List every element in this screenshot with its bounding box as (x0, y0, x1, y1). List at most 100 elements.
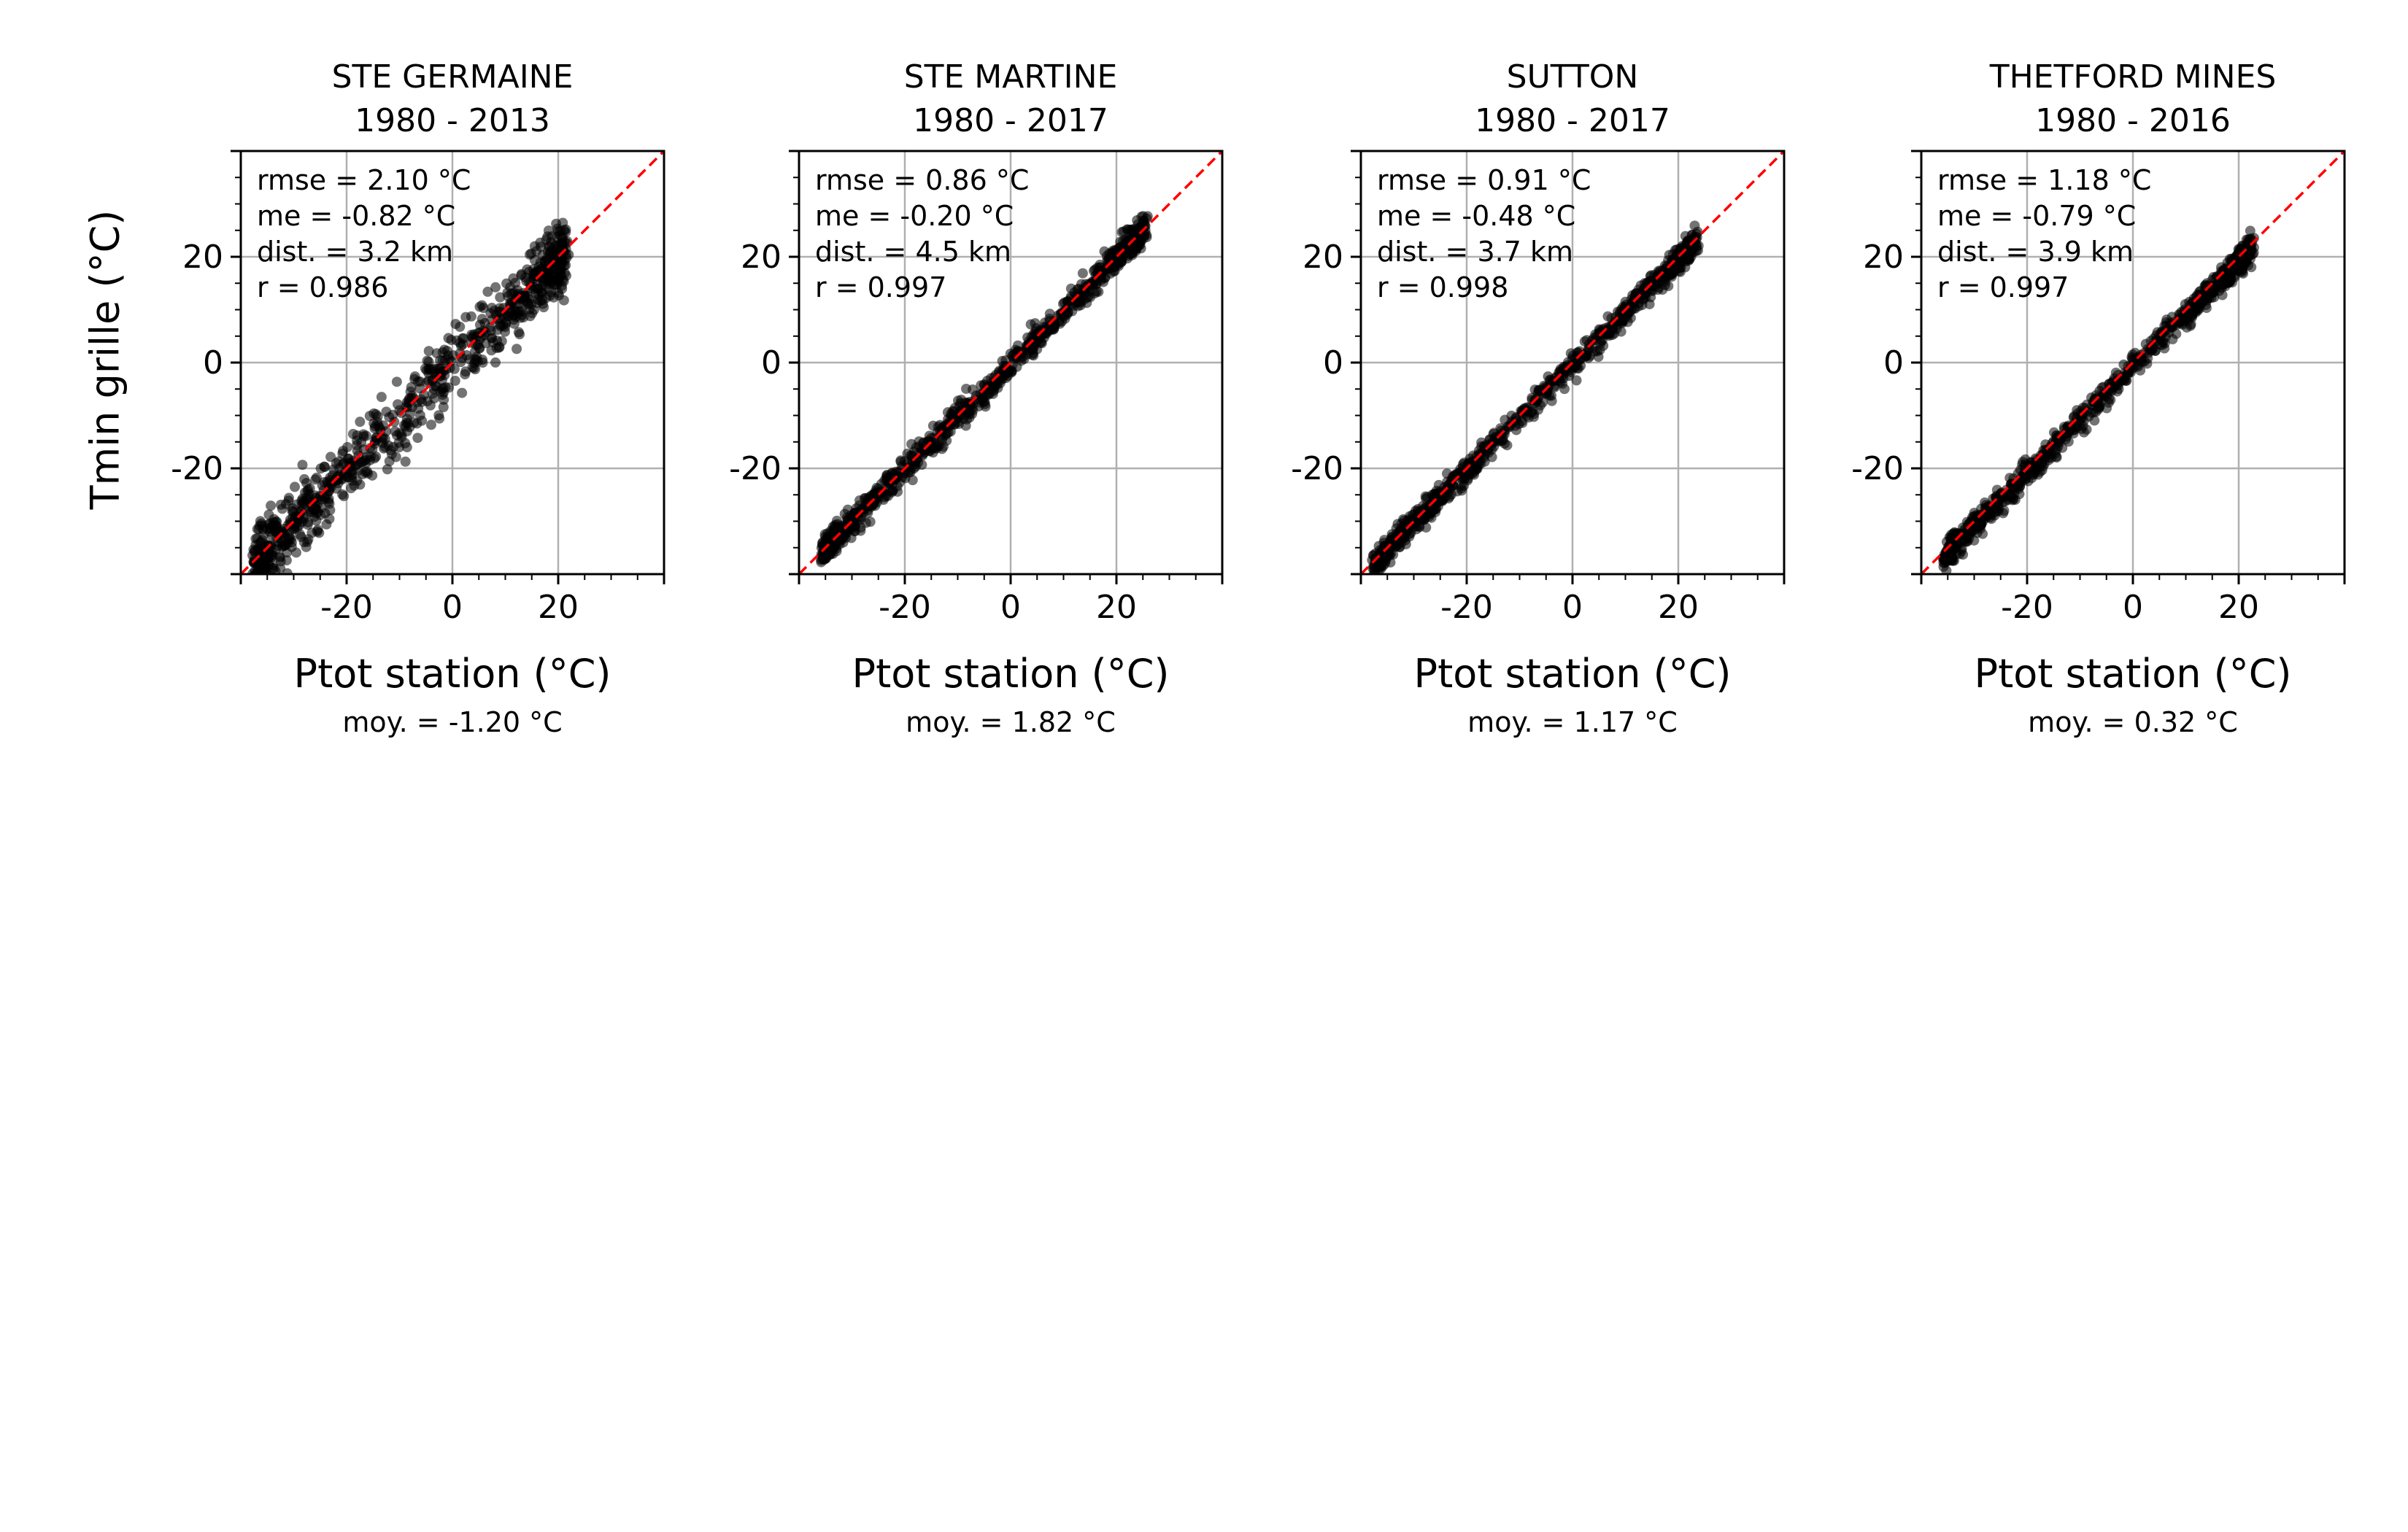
scatter-point (881, 470, 892, 481)
scatter-point (302, 519, 313, 530)
scatter-point (401, 414, 412, 425)
scatter-point (493, 342, 504, 353)
scatter-point (1572, 355, 1583, 366)
scatter-point (520, 290, 530, 301)
scatter-point (1946, 533, 1957, 544)
y-tick-label: 0 (203, 344, 223, 382)
scatter-point (1409, 509, 1420, 520)
scatter-point (1430, 503, 1441, 514)
scatter-point (1511, 425, 1522, 436)
scatter-point (536, 287, 547, 298)
scatter-point (355, 417, 366, 428)
scatter-point (431, 348, 442, 359)
scatter-point (382, 464, 393, 475)
scatter-point (1095, 266, 1105, 276)
scatter-point (1556, 365, 1567, 376)
scatter-point (2217, 290, 2228, 301)
scatter-point (2034, 466, 2045, 477)
scatter-point (853, 511, 864, 522)
scatter-point (1693, 240, 1704, 251)
scatter-point (356, 457, 367, 468)
scatter-point (474, 320, 485, 330)
scatter-point (455, 338, 466, 349)
scatter-point (1085, 292, 1096, 303)
scatter-point (417, 415, 428, 426)
scatter-point (1581, 350, 1592, 361)
scatter-point (400, 456, 411, 467)
scatter-point (2160, 331, 2171, 342)
scatter-point (436, 375, 447, 386)
panel-period: 1980 - 2017 (1475, 102, 1670, 139)
stat-dist: dist. = 3.7 km (1377, 236, 1573, 268)
scatter-point (268, 517, 279, 528)
scatter-point (1678, 249, 1689, 260)
scatter-point (401, 401, 412, 412)
stat-me: me = -0.79 °C (1937, 200, 2136, 232)
scatter-point (1980, 512, 1991, 523)
scatter-point (2089, 415, 2100, 426)
scatter-point (423, 346, 434, 357)
scatter-point (1602, 311, 1613, 322)
panel-title: SUTTON (1507, 58, 1639, 96)
scatter-point (503, 291, 514, 302)
scatter-point (367, 470, 378, 481)
plot-area: -20 0 20 -20 0 20 (1291, 150, 1786, 626)
scatter-point (1605, 322, 1616, 333)
scatter-point (2245, 253, 2255, 264)
scatter-point (446, 334, 457, 345)
scatter-point (2145, 344, 2156, 355)
scatter-point (847, 523, 858, 534)
stat-rmse: rmse = 1.18 °C (1937, 164, 2151, 196)
scatter-point (460, 369, 471, 380)
stat-rmse: rmse = 2.10 °C (257, 164, 471, 196)
stat-me: me = -0.20 °C (815, 200, 1014, 232)
scatter-point (879, 492, 890, 503)
x-mean-note: moy. = -1.20 °C (342, 706, 562, 738)
scatter-point (917, 450, 928, 461)
scatter-point (449, 375, 460, 386)
scatter-point (1445, 483, 1456, 494)
scatter-point (425, 419, 436, 430)
scatter-point (365, 443, 376, 454)
scatter-point (405, 386, 416, 397)
scatter-point (266, 530, 277, 541)
scatter-point (547, 249, 557, 260)
scatter-point (544, 241, 555, 252)
scatter-point (2199, 288, 2210, 299)
scatter-point (851, 503, 862, 514)
scatter-point (1132, 219, 1143, 230)
scatter-point (827, 521, 838, 532)
panel-title: STE GERMAINE (332, 58, 574, 96)
scatter-point (1546, 395, 1557, 406)
scatter-point (355, 479, 366, 490)
scatter-point (2218, 277, 2228, 288)
scatter-point (297, 460, 308, 471)
scatter-point (379, 433, 390, 444)
panel-period: 1980 - 2013 (355, 102, 550, 139)
scatter-point (1022, 342, 1033, 353)
scatter-point (1612, 315, 1623, 326)
scatter-point (911, 442, 922, 453)
stat-dist: dist. = 3.9 km (1937, 236, 2134, 268)
scatter-point (438, 402, 449, 413)
y-tick-label: 0 (761, 344, 782, 382)
scatter-point (521, 276, 532, 287)
scatter-point (1663, 281, 1674, 292)
scatter-point (887, 487, 898, 498)
scatter-point (1592, 346, 1603, 357)
scatter-point (937, 434, 948, 445)
scatter-point (2194, 303, 2205, 314)
scatter-point (1379, 547, 1390, 558)
scatter-point (466, 329, 477, 340)
scatter-point (509, 301, 520, 312)
scatter-point (1571, 375, 1582, 386)
scatter-point (1011, 361, 1022, 372)
scatter-point (256, 518, 267, 529)
scatter-point (541, 268, 552, 279)
scatter-point (1010, 344, 1021, 355)
scatter-point (347, 469, 358, 480)
identity-line (1921, 151, 2345, 574)
scatter-point (1378, 538, 1389, 549)
